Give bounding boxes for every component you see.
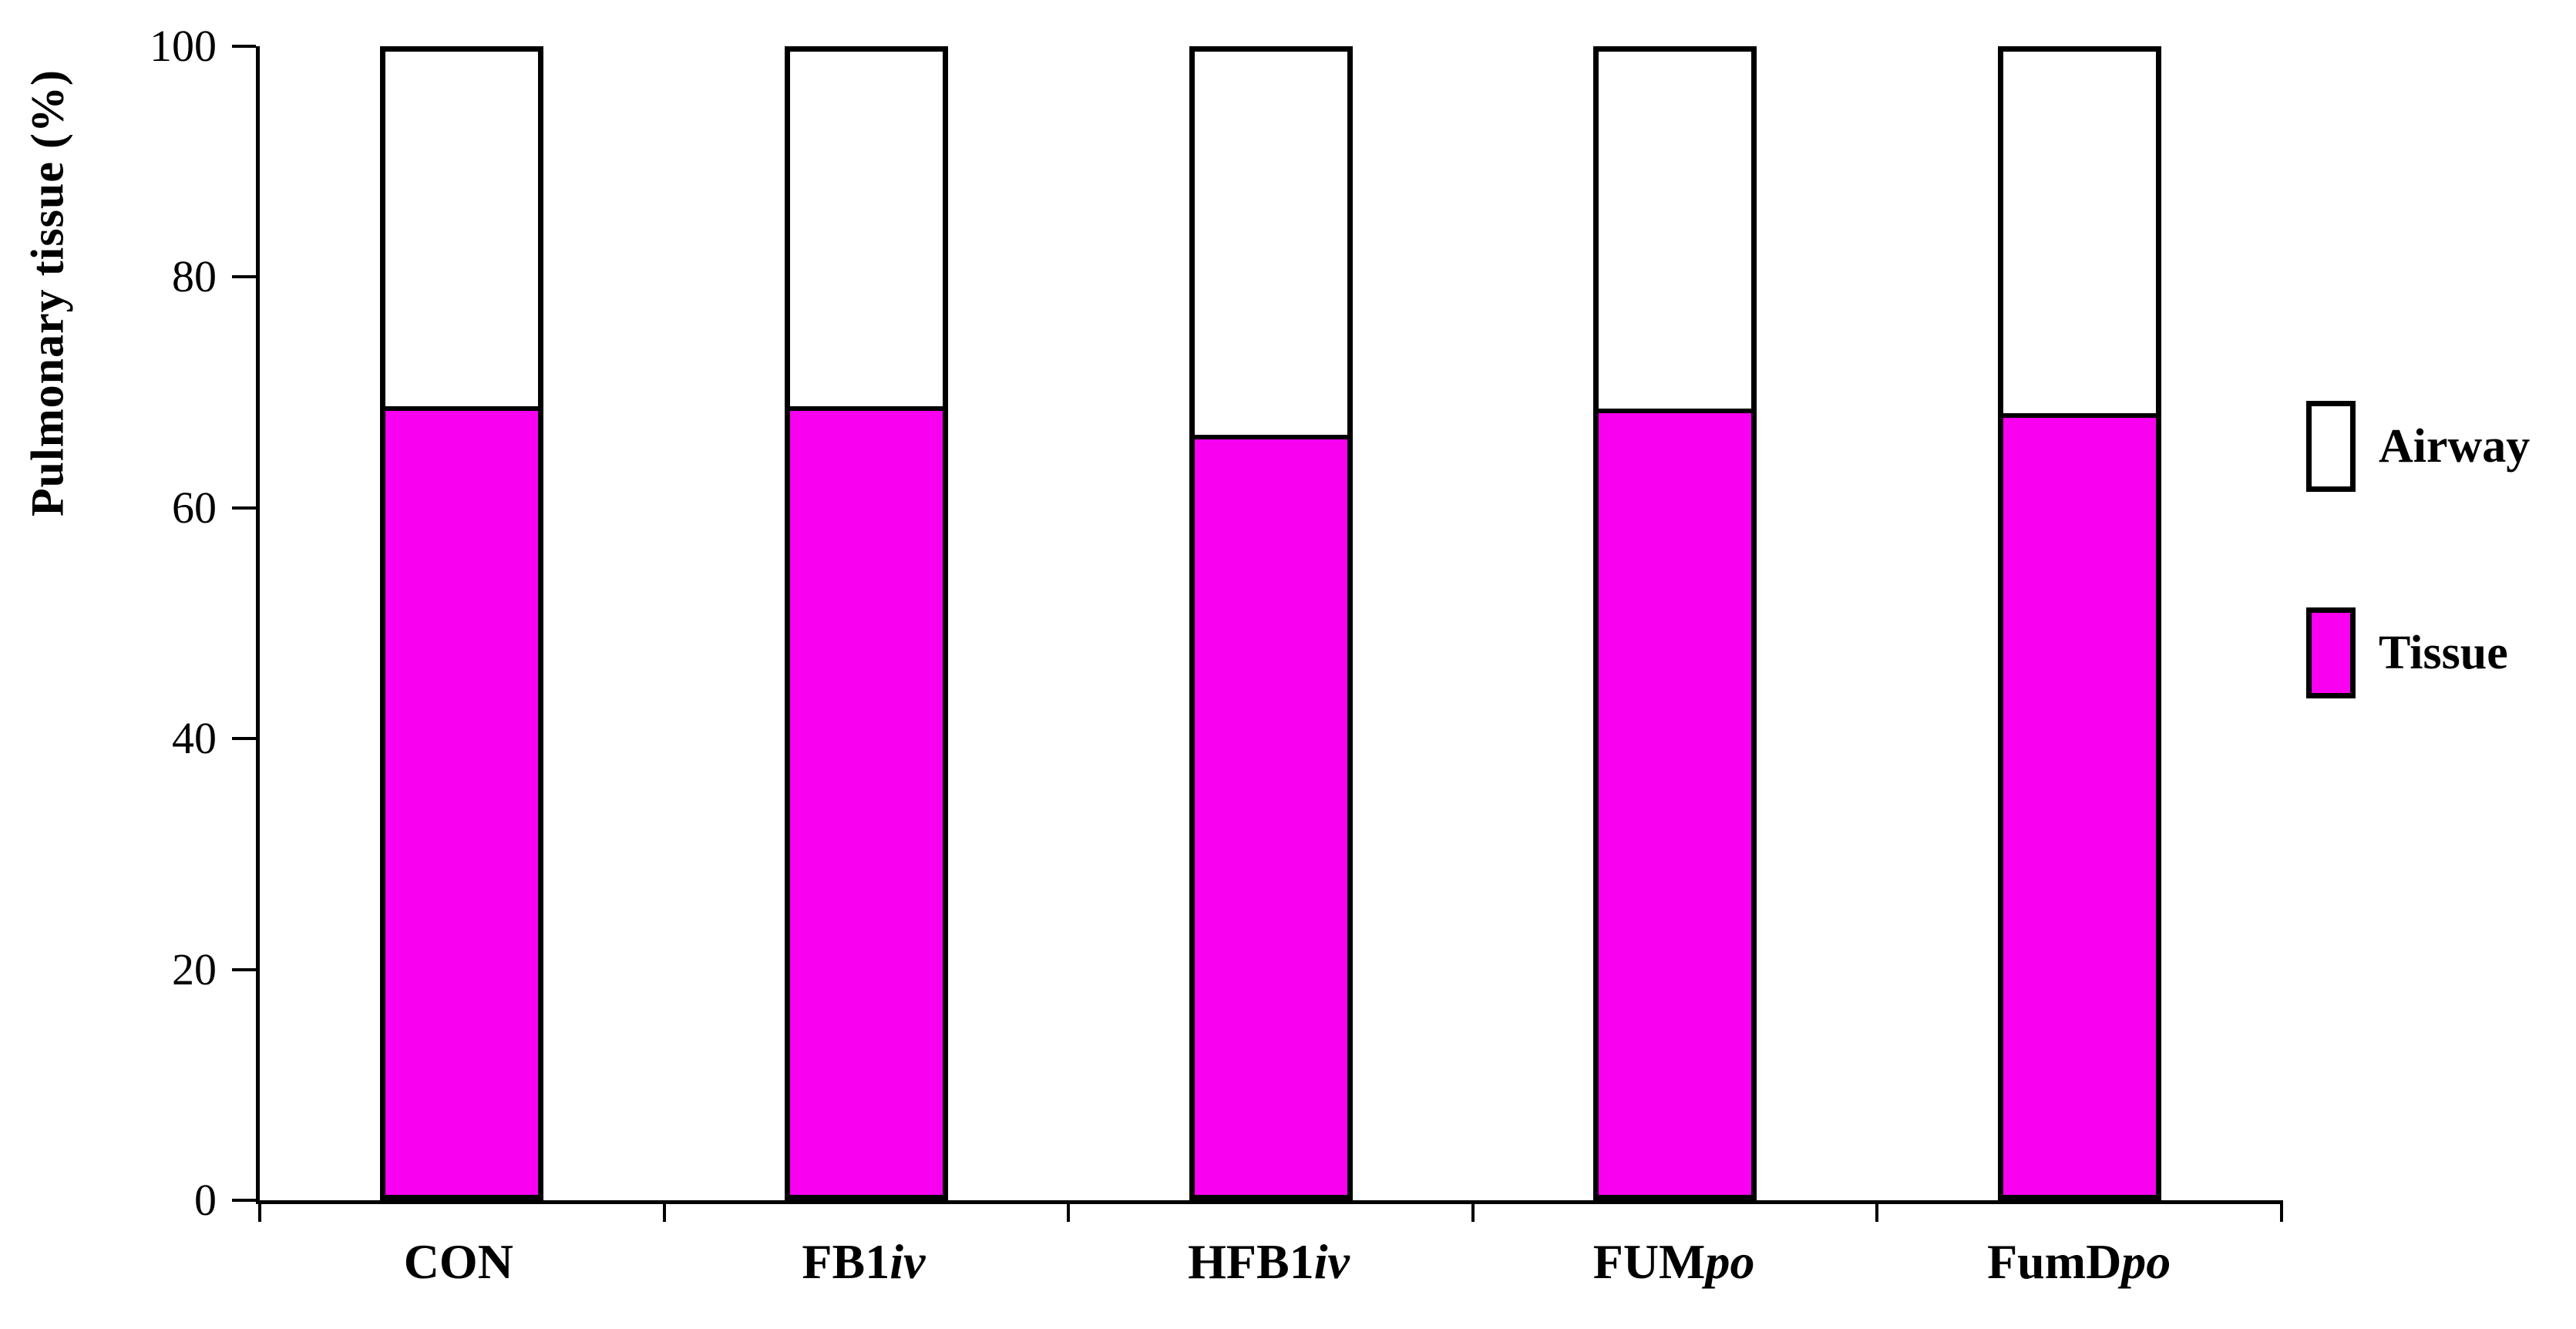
y-tick-mark <box>232 275 256 279</box>
x-label-fum: FUMpo <box>1592 1234 1755 1289</box>
x-tick-mark <box>2280 1200 2283 1222</box>
y-tick-mark <box>232 1199 256 1202</box>
x-label-con: CON <box>403 1234 513 1289</box>
legend-label-airway: Airway <box>2379 419 2531 473</box>
y-tick-label: 40 <box>172 713 217 764</box>
x-label-hfb1: HFB1iv <box>1188 1234 1350 1289</box>
x-tick-mark <box>258 1200 261 1222</box>
x-tick-mark <box>1471 1200 1475 1222</box>
legend-swatch-tissue <box>2306 607 2356 698</box>
x-axis-labels: CON FB1iv HFB1iv FUMpo FumDpo <box>256 1233 2282 1303</box>
legend-swatch-airway <box>2306 401 2356 492</box>
y-tick-label: 80 <box>172 251 217 302</box>
x-tick-mark <box>662 1200 666 1222</box>
legend-label-tissue: Tissue <box>2379 626 2508 679</box>
legend-entry-tissue: Tissue <box>2306 607 2576 698</box>
y-tick-mark <box>232 967 256 971</box>
x-label-fumd: FumDpo <box>1987 1234 2171 1289</box>
bar-segment-tissue <box>385 405 539 1195</box>
y-tick-mark <box>232 45 256 48</box>
y-axis-title: Pulmonary tissue (%) <box>22 69 73 516</box>
bar-hfb1 <box>1189 46 1353 1200</box>
legend-entry-airway: Airway <box>2306 401 2576 492</box>
bar-segment-tissue <box>1194 434 1347 1195</box>
bar-segment-tissue <box>1599 408 1752 1195</box>
y-tick-label: 20 <box>172 944 217 994</box>
legend: Airway Tissue <box>2306 401 2576 814</box>
bar-fum <box>1593 46 1757 1200</box>
y-tick-label: 100 <box>150 21 217 71</box>
y-tick-mark <box>232 737 256 741</box>
bar-segment-tissue <box>789 405 943 1195</box>
bar-segment-tissue <box>2003 412 2156 1195</box>
y-tick-label: 60 <box>172 482 217 533</box>
y-tick-label: 0 <box>194 1175 217 1225</box>
bar-con <box>380 46 544 1200</box>
bar-fb1 <box>784 46 948 1200</box>
bar-fumd <box>1997 46 2161 1200</box>
plot-area: 0 20 40 60 80 100 <box>150 22 2283 1225</box>
x-tick-mark <box>1067 1200 1071 1222</box>
x-label-fb1: FB1iv <box>802 1234 926 1289</box>
y-tick-mark <box>232 506 256 510</box>
x-tick-mark <box>1875 1200 1879 1222</box>
